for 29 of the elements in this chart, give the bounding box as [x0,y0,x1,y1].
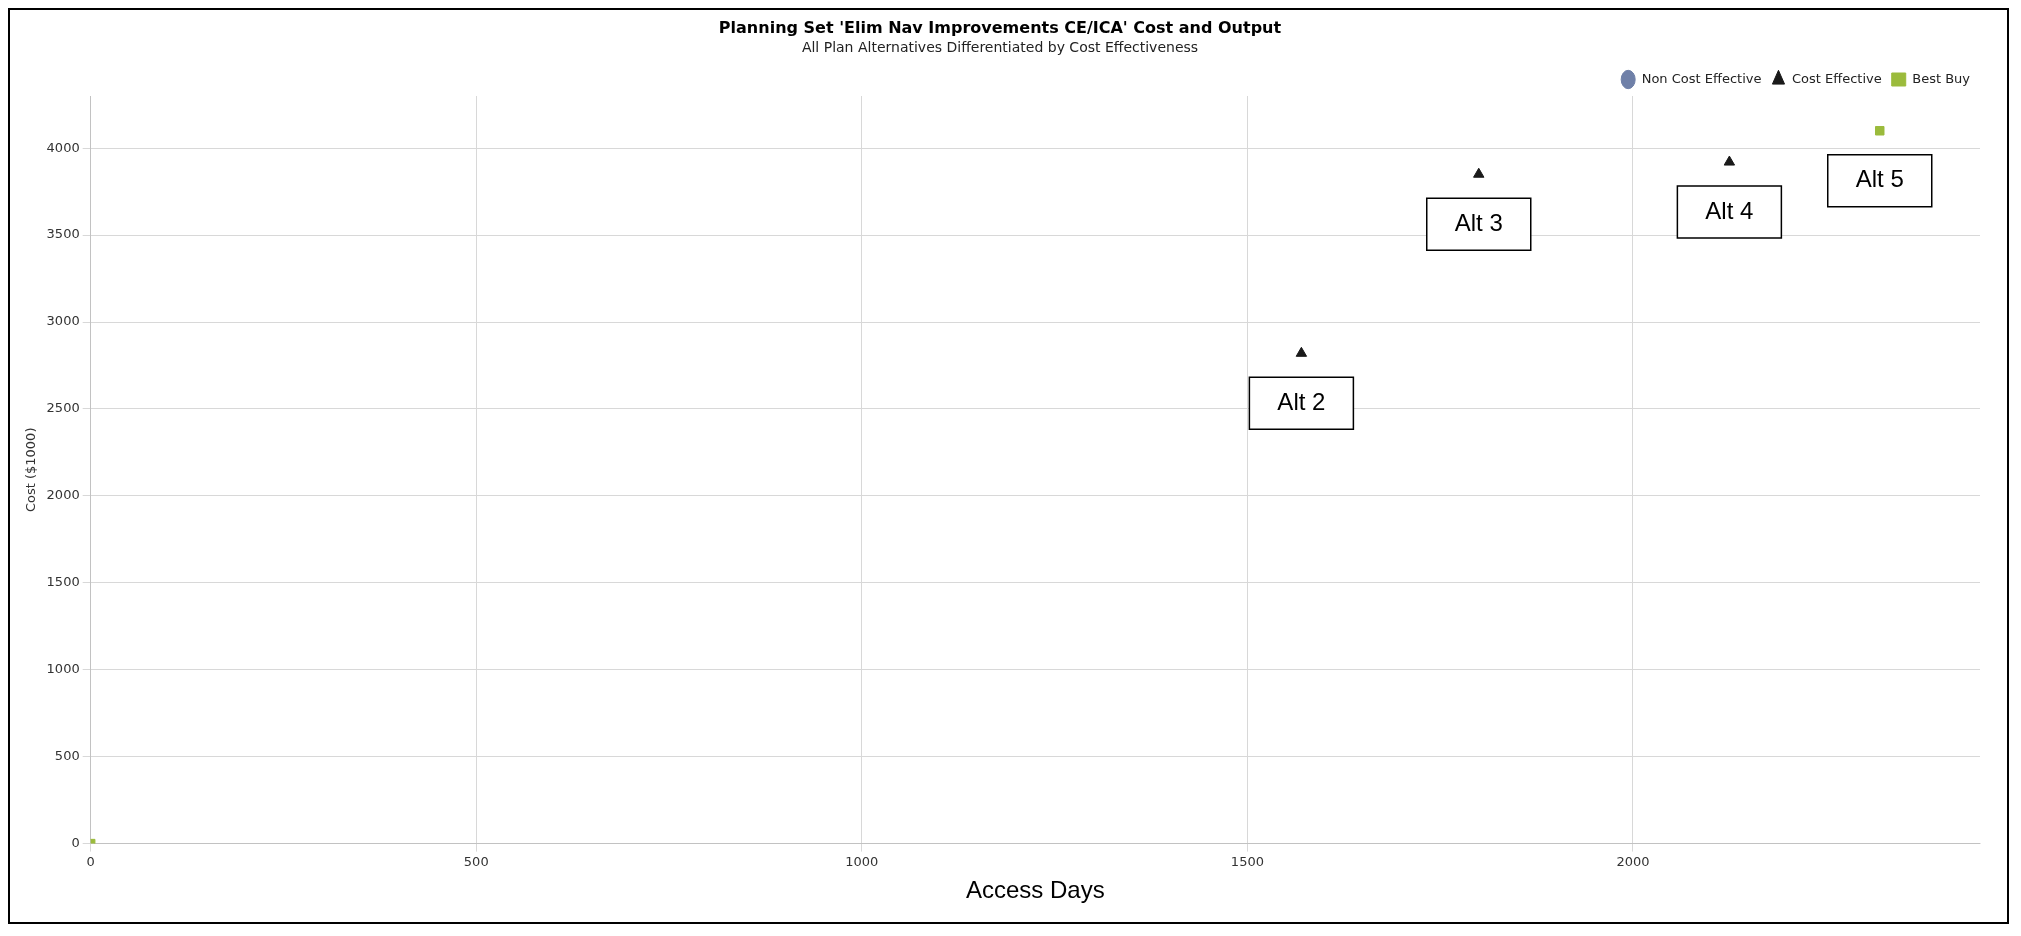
x-tick-label: 0 [86,853,95,869]
y-tick-label: 3000 [46,313,80,329]
annotation: Alt 5 [1855,165,1904,193]
y-tick-label: 2000 [46,487,80,503]
point [1295,346,1308,357]
annotation: Alt 2 [1277,387,1326,415]
point [1875,126,1885,136]
y-tick-label: 3500 [46,226,80,242]
x-tick-label: 1500 [1230,853,1264,869]
legend-label: Best Buy [1912,70,1971,86]
annotation: Alt 3 [1454,208,1503,236]
legend-label: Cost Effective [1791,70,1882,86]
y-axis-title: Cost ($1000) [23,427,39,513]
y-tick-label: 500 [54,748,80,764]
y-tick-label: 2500 [46,400,80,416]
y-tick-label: 1500 [46,574,80,590]
point [1473,167,1485,178]
x-axis-title: Access Days [965,876,1105,904]
point [1723,155,1736,166]
legend-label: Non Cost Effective [1641,70,1762,86]
x-tick-label: 1000 [845,853,879,869]
x-tick-label: 2000 [1616,853,1650,869]
y-tick-label: 0 [71,834,80,850]
chart-title: Planning Set 'Elim Nav Improvements CE/ICA' Cost and Output [718,17,1282,37]
x-tick-label: 500 [463,853,489,869]
chart-subtitle: All Plan Alternatives Differentiated by Cost Effectiveness [801,39,1199,56]
y-tick-label: 4000 [46,139,80,155]
annotation: Alt 4 [1705,196,1754,224]
y-tick-label: 1000 [46,661,80,677]
